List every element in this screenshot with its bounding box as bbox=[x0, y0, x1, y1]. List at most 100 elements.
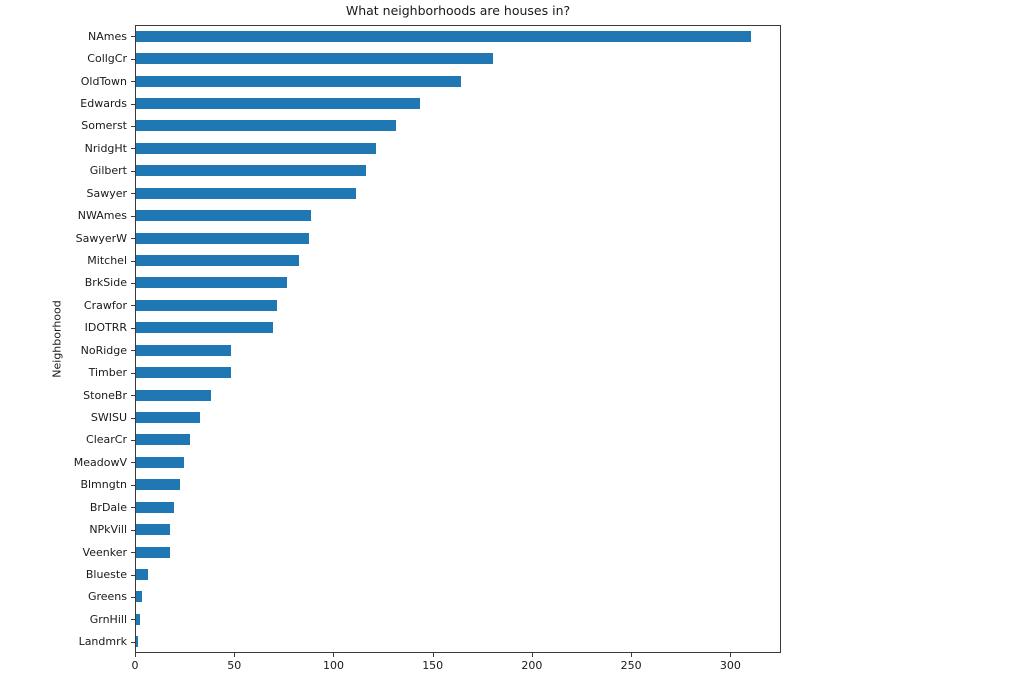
y-tick-label: StoneBr bbox=[83, 388, 127, 402]
x-tick-label: 200 bbox=[521, 659, 543, 672]
y-tick-label: BrkSide bbox=[84, 276, 127, 290]
y-tick-label: CollgCr bbox=[87, 52, 127, 66]
y-tick-label: NPkVill bbox=[89, 523, 127, 537]
bar-Somerst bbox=[136, 120, 396, 132]
bar-NWAmes bbox=[136, 210, 311, 222]
y-tick-label: Mitchel bbox=[87, 254, 127, 267]
y-tick-label: OldTown bbox=[80, 74, 127, 88]
y-tick-mark bbox=[131, 529, 135, 531]
y-tick-mark bbox=[131, 439, 135, 441]
y-tick-mark bbox=[131, 641, 135, 643]
y-tick-mark bbox=[131, 282, 135, 284]
x-tick-label: 250 bbox=[620, 659, 642, 672]
y-tick-mark bbox=[131, 193, 135, 195]
bar-Edwards bbox=[136, 98, 420, 109]
y-tick-mark bbox=[131, 148, 135, 150]
bar-BrDale bbox=[136, 501, 174, 513]
bar-StoneBr bbox=[136, 389, 211, 401]
y-tick-mark bbox=[131, 484, 135, 486]
y-tick-label: NWAmes bbox=[77, 209, 127, 223]
bar-IDOTRR bbox=[136, 322, 273, 334]
y-tick-mark bbox=[131, 103, 135, 105]
y-tick-mark bbox=[131, 574, 135, 576]
bar-NridgHt bbox=[136, 142, 376, 154]
y-tick-mark bbox=[131, 596, 135, 598]
chart-title: What neighborhoods are houses in? bbox=[345, 3, 571, 18]
bar-Gilbert bbox=[136, 165, 366, 177]
y-tick-label: Edwards bbox=[80, 97, 127, 110]
bar-OldTown bbox=[136, 75, 461, 87]
y-tick-mark bbox=[131, 125, 135, 127]
bar-Greens bbox=[136, 591, 142, 603]
bar-Blmngtn bbox=[136, 479, 180, 491]
bar-Blueste bbox=[136, 569, 148, 580]
bar-NPkVill bbox=[136, 524, 170, 536]
y-tick-label: Landmrk bbox=[78, 635, 127, 649]
x-tick-mark bbox=[531, 653, 533, 657]
y-tick-mark bbox=[131, 238, 135, 240]
bar-Timber bbox=[136, 367, 231, 379]
bar-SawyerW bbox=[136, 232, 309, 244]
y-tick-mark bbox=[131, 260, 135, 262]
y-tick-label: Crawfor bbox=[83, 298, 127, 312]
x-tick-mark bbox=[432, 653, 434, 657]
bar-BrkSide bbox=[136, 277, 287, 289]
y-tick-mark bbox=[131, 215, 135, 217]
y-tick-mark bbox=[131, 58, 135, 60]
y-tick-mark bbox=[131, 395, 135, 397]
y-tick-label: IDOTRR bbox=[84, 321, 127, 335]
y-tick-label: GrnHill bbox=[89, 612, 127, 626]
y-tick-mark bbox=[131, 619, 135, 621]
y-tick-label: MeadowV bbox=[73, 455, 127, 469]
x-tick-label: 300 bbox=[719, 659, 741, 672]
y-tick-label: Gilbert bbox=[89, 164, 127, 178]
x-tick-label: 150 bbox=[422, 659, 444, 672]
y-tick-label: Blmngtn bbox=[80, 478, 127, 492]
y-axis-label: Neighborhood bbox=[50, 300, 64, 378]
bar-Mitchel bbox=[136, 255, 299, 266]
x-tick-mark bbox=[730, 653, 732, 657]
bar-SWISU bbox=[136, 412, 200, 423]
y-tick-mark bbox=[131, 417, 135, 419]
y-tick-label: Blueste bbox=[85, 568, 127, 581]
y-tick-mark bbox=[131, 350, 135, 352]
y-tick-label: Greens bbox=[87, 590, 127, 604]
y-tick-mark bbox=[131, 462, 135, 464]
y-tick-label: Timber bbox=[88, 366, 127, 380]
bar-Veenker bbox=[136, 546, 170, 558]
plot-area bbox=[135, 25, 781, 653]
bar-NAmes bbox=[136, 30, 751, 42]
x-tick-mark bbox=[631, 653, 633, 657]
x-tick-mark bbox=[333, 653, 335, 657]
bar-GrnHill bbox=[136, 613, 140, 625]
y-tick-label: SawyerW bbox=[75, 231, 127, 245]
x-tick-mark bbox=[234, 653, 236, 657]
y-tick-mark bbox=[131, 81, 135, 83]
y-tick-label: Sawyer bbox=[86, 186, 127, 200]
x-tick-label: 100 bbox=[322, 659, 344, 672]
bar-CollgCr bbox=[136, 53, 493, 65]
bar-ClearCr bbox=[136, 434, 190, 446]
y-tick-label: Veenker bbox=[82, 545, 127, 559]
y-tick-label: NoRidge bbox=[80, 343, 127, 357]
bar-Crawfor bbox=[136, 299, 277, 311]
bar-NoRidge bbox=[136, 344, 231, 356]
x-tick-label: 0 bbox=[131, 659, 139, 672]
y-tick-mark bbox=[131, 327, 135, 329]
y-tick-label: Somerst bbox=[81, 119, 127, 133]
y-tick-mark bbox=[131, 507, 135, 509]
y-tick-mark bbox=[131, 36, 135, 38]
y-tick-mark bbox=[131, 552, 135, 554]
bar-Landmrk bbox=[136, 636, 138, 648]
bar-Sawyer bbox=[136, 187, 356, 199]
y-tick-mark bbox=[131, 372, 135, 374]
y-tick-label: BrDale bbox=[89, 500, 127, 514]
y-tick-label: SWISU bbox=[90, 411, 127, 424]
x-tick-label: 50 bbox=[227, 659, 242, 672]
y-tick-mark bbox=[131, 170, 135, 172]
y-tick-mark bbox=[131, 305, 135, 307]
bar-MeadowV bbox=[136, 456, 184, 468]
y-tick-label: NridgHt bbox=[84, 141, 127, 155]
y-tick-label: ClearCr bbox=[86, 433, 127, 447]
